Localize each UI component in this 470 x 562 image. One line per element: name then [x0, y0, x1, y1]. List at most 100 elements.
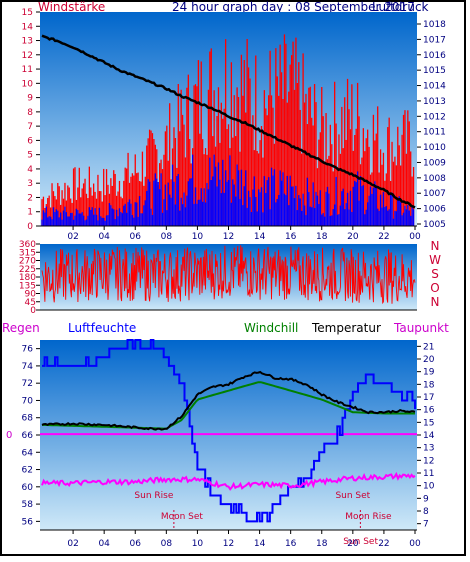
humidity-x-tick-label: 02: [67, 539, 78, 549]
humidity-y-tick-label: 68: [22, 414, 34, 424]
direction-label: W: [429, 253, 441, 267]
humidity-x-tick-label: 04: [98, 539, 110, 549]
rain-zero-label: 0: [6, 430, 12, 441]
temperature-y-tick-label: 16: [423, 406, 435, 416]
temperature-y-tick-label: 15: [423, 418, 434, 428]
pressure-y-tick-label: 1006: [423, 205, 446, 215]
humidity-x-tick-label: 12: [223, 539, 234, 549]
direction-y-tick-label: 135: [19, 281, 36, 291]
direction-y-tick-label: 315: [19, 248, 36, 258]
temperature-y-tick-label: 13: [423, 444, 434, 454]
wind-y-tick-label: 11: [22, 65, 33, 75]
dewpoint-line: [41, 471, 416, 491]
direction-y-tick-label: 225: [19, 265, 36, 275]
pressure-y-tick-label: 1018: [423, 20, 446, 30]
direction-label: O: [430, 281, 439, 295]
header-center: 24 hour graph day : 08 September 2017: [172, 0, 415, 14]
humidity-x-tick-label: 16: [285, 539, 297, 549]
direction-y-tick-label: 90: [25, 290, 37, 300]
humidity-temperature-chart: 5658606264666870727476789101112131415161…: [6, 339, 435, 549]
header-left: Windstärke: [38, 0, 105, 14]
temperature-y-tick-label: 18: [423, 380, 435, 390]
event-label: Moon Set: [161, 512, 204, 522]
legend-dewpoint: Taupunkt: [393, 321, 449, 335]
temperature-y-tick-label: 19: [423, 368, 435, 378]
humidity-x-tick-label: 14: [254, 539, 266, 549]
temperature-y-tick-label: 17: [423, 393, 434, 403]
humidity-x-tick-label: 20: [347, 539, 359, 549]
wind-y-tick-label: 13: [22, 37, 33, 47]
windchill-line: [42, 381, 415, 430]
humidity-y-tick-label: 66: [22, 431, 34, 441]
temperature-y-tick-label: 9: [423, 494, 429, 504]
wind-x-tick-label: 10: [192, 232, 204, 242]
direction-y-tick-label: 270: [19, 257, 36, 267]
pressure-y-tick-label: 1010: [423, 143, 446, 153]
wind-y-tick-label: 3: [27, 179, 33, 189]
direction-y-tick-label: 360: [19, 240, 36, 250]
legend-temperature: Temperatur: [311, 321, 381, 335]
humidity-x-tick-label: 08: [161, 539, 173, 549]
legend-humidity: Luftfeuchte: [68, 321, 136, 335]
wind-y-tick-label: 7: [27, 122, 33, 132]
pressure-y-tick-label: 1014: [423, 82, 446, 92]
temperature-y-tick-label: 20: [423, 355, 435, 365]
pressure-y-tick-label: 1012: [423, 112, 446, 122]
wind-y-tick-label: 2: [27, 193, 33, 203]
pressure-y-tick-label: 1005: [423, 220, 446, 230]
wind-y-tick-label: 15: [22, 8, 33, 18]
wind-x-tick-label: 06: [130, 232, 142, 242]
wind-x-tick-label: 16: [285, 232, 297, 242]
pressure-y-tick-label: 1008: [423, 174, 446, 184]
pressure-y-tick-label: 1016: [423, 51, 446, 61]
direction-label: S: [431, 267, 439, 281]
wind-y-tick-label: 5: [27, 151, 33, 161]
pressure-y-tick-label: 1015: [423, 66, 446, 76]
wind-direction-line: [41, 245, 416, 305]
event-label: Sun Set: [343, 537, 378, 547]
humidity-y-tick-label: 56: [22, 517, 34, 527]
wind-y-tick-label: 8: [27, 108, 33, 118]
wind-x-tick-label: 14: [254, 232, 266, 242]
temperature-y-tick-label: 14: [423, 431, 435, 441]
wind-x-tick-label: 18: [316, 232, 328, 242]
wind-x-tick-label: 20: [347, 232, 359, 242]
pressure-line: [41, 34, 416, 209]
temperature-y-tick-label: 8: [423, 507, 429, 517]
direction-label: N: [431, 295, 440, 309]
temperature-y-tick-label: 11: [423, 469, 434, 479]
humidity-x-tick-label: 06: [130, 539, 142, 549]
pressure-y-tick-label: 1007: [423, 189, 446, 199]
wind-x-tick-label: 12: [223, 232, 234, 242]
temperature-y-tick-label: 21: [423, 342, 434, 352]
pressure-y-tick-label: 1013: [423, 97, 446, 107]
temperature-y-tick-label: 12: [423, 456, 434, 466]
pressure-y-tick-label: 1011: [423, 128, 446, 138]
humidity-y-tick-label: 58: [22, 500, 34, 510]
pressure-y-tick-label: 1017: [423, 35, 446, 45]
wind-y-tick-label: 4: [27, 165, 33, 175]
event-label: Sun Set: [335, 491, 370, 501]
legend-rain: Regen: [2, 321, 40, 335]
humidity-y-tick-label: 60: [22, 483, 34, 493]
event-label: Moon Rise: [345, 512, 392, 522]
humidity-y-tick-label: 72: [22, 379, 33, 389]
wind-y-tick-label: 14: [22, 22, 34, 32]
humidity-y-tick-label: 74: [22, 362, 34, 372]
humidity-line: [42, 339, 416, 523]
legend-windchill: Windchill: [244, 321, 298, 335]
direction-label: N: [431, 239, 440, 253]
event-label: Sun Rise: [134, 491, 173, 501]
header-right: Luftdruck: [372, 0, 429, 14]
humidity-x-tick-label: 00: [409, 539, 421, 549]
wind-pressure-chart: 0123456789101112131415100510061007100810…: [22, 8, 447, 242]
direction-y-tick-label: 45: [25, 298, 36, 308]
direction-y-tick-label: 0: [30, 306, 36, 316]
wind-y-tick-label: 1: [27, 208, 33, 218]
humidity-y-tick-label: 70: [22, 396, 34, 406]
humidity-y-tick-label: 64: [22, 448, 34, 458]
humidity-y-tick-label: 76: [22, 345, 34, 355]
direction-y-tick-label: 180: [19, 273, 36, 283]
